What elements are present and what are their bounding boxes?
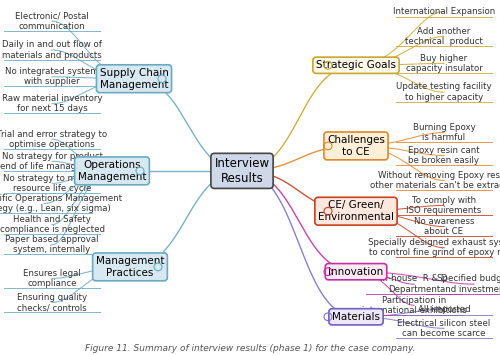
Text: No integrated system
with supplier: No integrated system with supplier xyxy=(5,67,99,87)
Text: Buy higher
capacity insulator: Buy higher capacity insulator xyxy=(406,54,482,73)
Text: Specified budget
and investment: Specified budget and investment xyxy=(438,274,500,294)
Text: Electrical silicon steel
can become scarce: Electrical silicon steel can become scar… xyxy=(398,319,490,338)
Text: CE/ Green/
Environmental: CE/ Green/ Environmental xyxy=(318,201,394,222)
Text: Operations
Management: Operations Management xyxy=(78,160,146,182)
Text: To comply with
ISO requirements: To comply with ISO requirements xyxy=(406,196,482,215)
Text: Epoxy resin cant
be broken easily: Epoxy resin cant be broken easily xyxy=(408,146,480,165)
Text: Participation in
international exhibitions: Participation in international exhibitio… xyxy=(362,296,467,315)
Text: Electronic/ Postal
communication: Electronic/ Postal communication xyxy=(15,11,89,31)
Text: Strategic Goals: Strategic Goals xyxy=(316,60,396,70)
Text: Innovation: Innovation xyxy=(328,267,384,277)
Text: Burning Epoxy
is harmful: Burning Epoxy is harmful xyxy=(412,123,476,142)
Text: Update testing facility
to higher capacity: Update testing facility to higher capaci… xyxy=(396,82,492,102)
Text: International Expansion: International Expansion xyxy=(393,7,495,16)
Text: Trial and error strategy to
optimise operations: Trial and error strategy to optimise ope… xyxy=(0,130,107,149)
Text: Daily in and out flow of
materials and products: Daily in and out flow of materials and p… xyxy=(2,40,102,60)
Text: Figure 11. Summary of interview results (phase 1) for the case company.: Figure 11. Summary of interview results … xyxy=(85,344,415,353)
Text: Health and Safety
compliance is neglected: Health and Safety compliance is neglecte… xyxy=(0,215,104,234)
Text: In-house  R & D
Department: In-house R & D Department xyxy=(380,274,448,294)
Text: Ensures legal
compliance: Ensures legal compliance xyxy=(23,269,81,288)
Text: Materials: Materials xyxy=(332,312,380,322)
Text: No strategy to monitor
resource life cycle: No strategy to monitor resource life cyc… xyxy=(3,174,101,193)
Text: Raw material inventory
for next 15 days: Raw material inventory for next 15 days xyxy=(2,94,102,113)
Text: Challenges
to CE: Challenges to CE xyxy=(327,135,385,157)
Text: Management
Practices: Management Practices xyxy=(96,256,164,278)
Text: Without removing Epoxy resin,
other materials can't be extracted: Without removing Epoxy resin, other mate… xyxy=(370,171,500,190)
Text: No strategy for product
end of life management: No strategy for product end of life mana… xyxy=(0,152,104,171)
Text: Interview
Results: Interview Results xyxy=(214,157,270,185)
Text: All imported: All imported xyxy=(418,305,470,313)
Text: Paper based approval
system, internally: Paper based approval system, internally xyxy=(5,235,99,255)
Text: No awareness
about CE: No awareness about CE xyxy=(414,217,474,236)
Text: Supply Chain
Management: Supply Chain Management xyxy=(100,68,168,89)
Text: No specific Operations Management
strategy (e.g., Lean, six sigma): No specific Operations Management strate… xyxy=(0,194,122,213)
Text: Ensuring quality
checks/ controls: Ensuring quality checks/ controls xyxy=(17,293,87,312)
Text: Add another
technical  product: Add another technical product xyxy=(405,27,483,46)
Text: Specially designed exhaust system
to control fine grind of epoxy resin: Specially designed exhaust system to con… xyxy=(368,238,500,257)
